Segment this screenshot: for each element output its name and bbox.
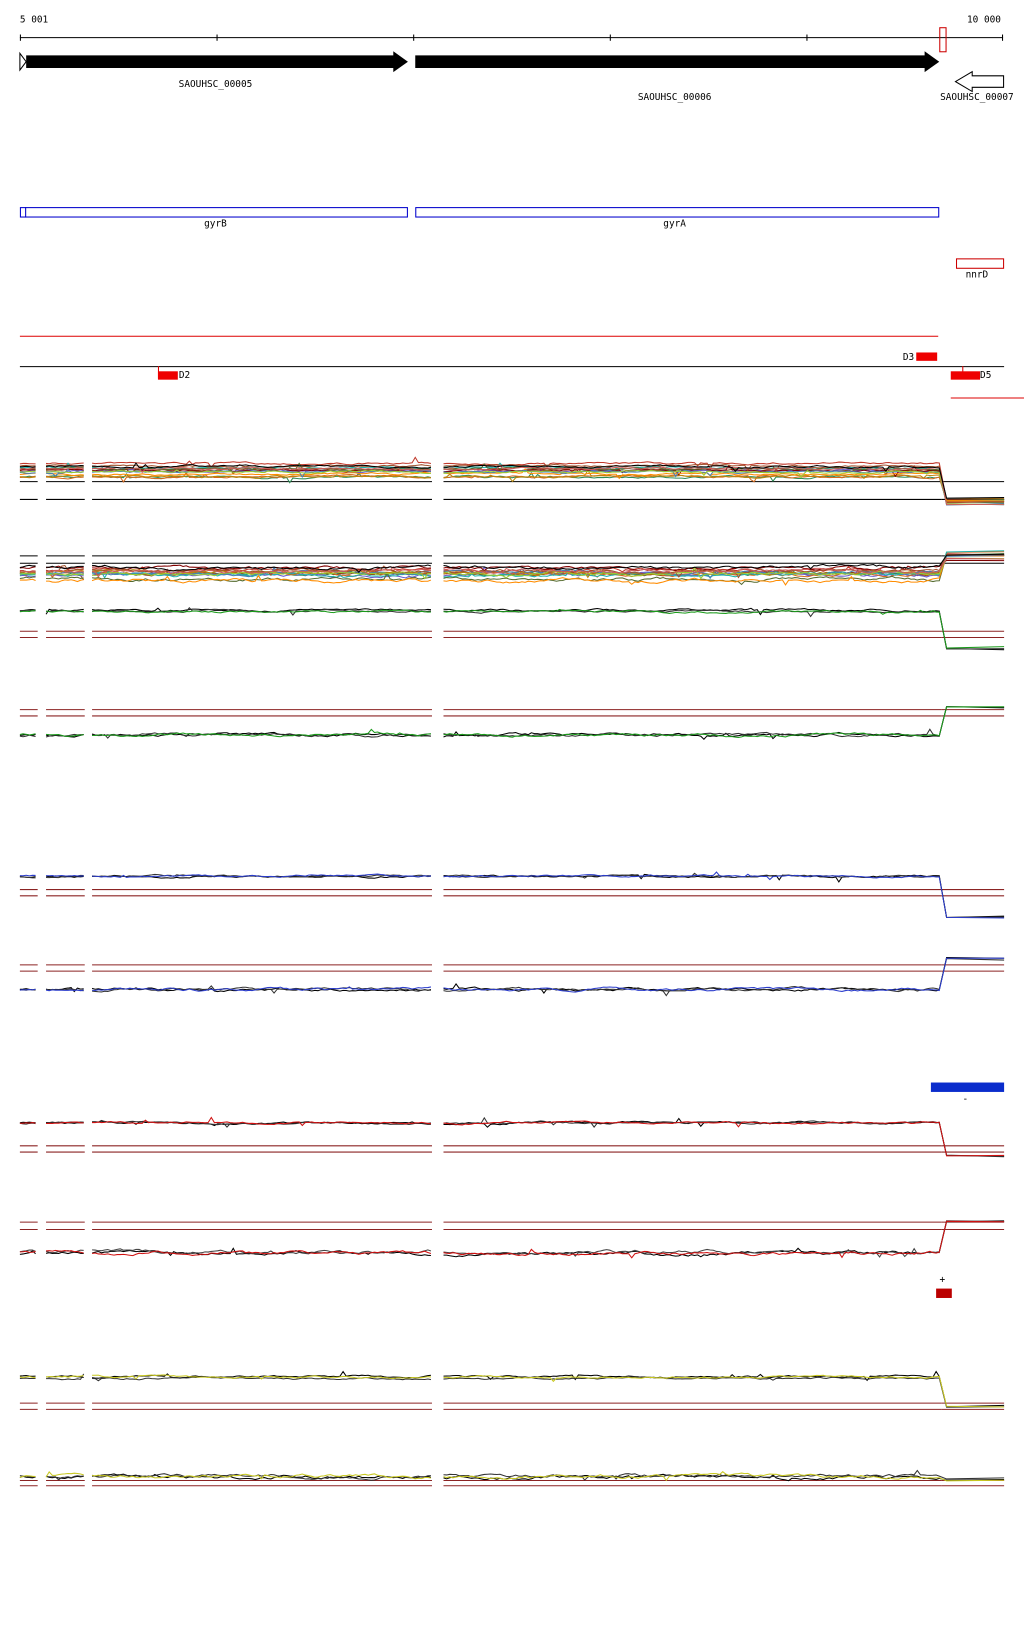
strand-bar [930,1082,1005,1092]
signal-line [19,1374,1005,1408]
signal-line [19,463,1005,504]
feature-box [916,352,938,361]
signal-line [19,872,1005,918]
feature-box [157,371,178,380]
expression-tracks [19,456,1005,1487]
signal-line [19,553,1005,573]
signal-line [19,1473,1005,1482]
signal-line [19,557,1005,580]
name-label: nnrD [966,270,989,281]
name-box [955,258,1005,269]
feature-label: D5 [980,370,991,381]
feature-label: D3 [903,352,914,363]
gene-label: SAOUHSC_00007 [940,92,1014,103]
signal-line [19,468,1005,502]
strand-label: + [940,1275,946,1286]
feature-track: D2 D3 D5 [19,335,1024,399]
signal-line [19,472,1005,504]
gene-label: SAOUHSC_00005 [179,79,253,90]
gene-label: SAOUHSC_00006 [638,92,712,103]
signal-line [19,1220,1005,1258]
ruler-end: 10 000 [967,14,1001,25]
gene-fragment [19,51,27,72]
name-box [415,207,940,218]
signal-line [19,608,1005,649]
signal-line [19,469,1005,501]
feature-label: D2 [179,370,190,381]
signal-line [19,706,1005,739]
gene-arrow [415,51,940,73]
name-box [19,207,408,218]
strand-label: - [963,1094,969,1105]
signal-line [19,557,1005,578]
signal-line [19,1469,1005,1481]
signal-line [19,607,1005,651]
ruler: 5 001 10 000 [19,14,1004,41]
ruler-ticks [19,34,1004,41]
gene-small [939,27,947,53]
name-track: gyrB gyrA nnrD [19,207,1005,281]
ruler-start: 5 001 [20,14,49,25]
signal-line [19,464,1005,506]
signal-line [19,606,1005,650]
name-label: gyrA [663,218,686,229]
gene-arrow-reverse [954,70,1005,93]
signal-line [19,469,1005,506]
signal-line [19,456,1005,502]
feature-box [950,371,981,380]
signal-line [19,957,1005,993]
gene-arrow [26,51,408,73]
signal-line [19,1220,1005,1258]
signal-line [19,957,1005,994]
signal-line [19,1116,1005,1157]
signal-line [19,471,1005,503]
signal-line [19,1220,1005,1259]
name-label: gyrB [204,218,227,229]
signal-line [19,462,1005,499]
signal-line [19,1117,1005,1157]
signal-line [19,1471,1005,1482]
signal-line [19,553,1005,586]
signal-line [19,1373,1005,1408]
signal-line [19,555,1005,586]
gene-track: SAOUHSC_00005 SAOUHSC_00006 SAOUHSC_0000… [19,27,1014,103]
signal-line [19,871,1005,919]
strand-bar [936,1288,952,1298]
